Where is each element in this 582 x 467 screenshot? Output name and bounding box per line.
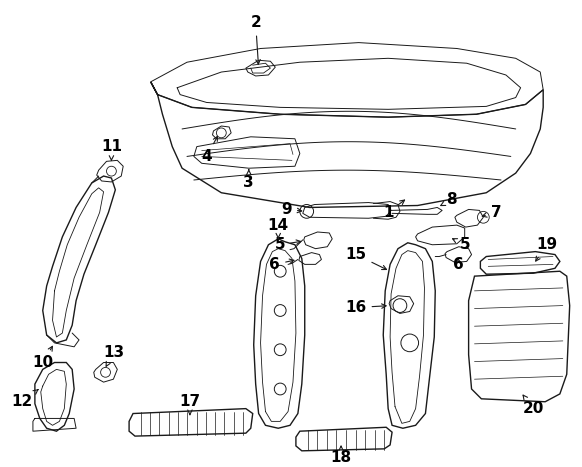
Text: 19: 19 xyxy=(535,237,558,261)
Text: 14: 14 xyxy=(268,218,289,238)
Text: 6: 6 xyxy=(269,257,294,272)
Text: 12: 12 xyxy=(12,389,38,409)
Text: 15: 15 xyxy=(346,247,386,269)
Text: 16: 16 xyxy=(345,300,386,315)
Text: 6: 6 xyxy=(453,257,464,272)
Text: 11: 11 xyxy=(101,139,122,160)
Text: 18: 18 xyxy=(331,446,352,465)
Text: 9: 9 xyxy=(281,202,301,217)
Text: 3: 3 xyxy=(243,170,254,191)
Text: 20: 20 xyxy=(523,395,544,416)
Text: 17: 17 xyxy=(179,394,200,415)
Text: 7: 7 xyxy=(482,205,502,220)
Text: 13: 13 xyxy=(103,345,124,366)
Text: 5: 5 xyxy=(275,237,301,252)
Text: 5: 5 xyxy=(453,237,470,252)
Text: 4: 4 xyxy=(201,136,218,164)
Text: 8: 8 xyxy=(441,192,457,207)
Text: 1: 1 xyxy=(383,200,404,220)
Text: 10: 10 xyxy=(32,347,54,370)
Text: 2: 2 xyxy=(250,15,261,64)
